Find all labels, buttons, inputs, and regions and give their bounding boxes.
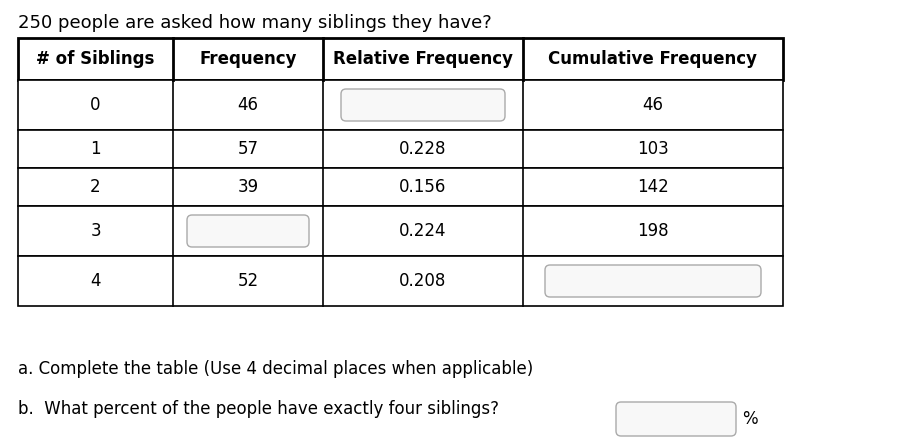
Text: Cumulative Frequency: Cumulative Frequency bbox=[548, 50, 757, 68]
FancyBboxPatch shape bbox=[187, 215, 309, 247]
Text: 2: 2 bbox=[91, 178, 101, 196]
Text: 142: 142 bbox=[637, 178, 669, 196]
Text: 198: 198 bbox=[637, 222, 669, 240]
Bar bbox=[18, 130, 783, 168]
Text: 46: 46 bbox=[237, 96, 258, 114]
Text: Frequency: Frequency bbox=[199, 50, 297, 68]
FancyBboxPatch shape bbox=[616, 402, 736, 436]
Text: 46: 46 bbox=[642, 96, 663, 114]
FancyBboxPatch shape bbox=[341, 89, 505, 121]
Text: 52: 52 bbox=[237, 272, 258, 290]
Text: 39: 39 bbox=[237, 178, 258, 196]
Bar bbox=[18, 206, 783, 256]
Text: %: % bbox=[742, 410, 757, 428]
Text: 0: 0 bbox=[91, 96, 101, 114]
Text: 57: 57 bbox=[237, 140, 258, 158]
FancyBboxPatch shape bbox=[545, 265, 761, 297]
Bar bbox=[18, 38, 783, 80]
Bar bbox=[18, 168, 783, 206]
Text: 0.208: 0.208 bbox=[400, 272, 447, 290]
Text: Relative Frequency: Relative Frequency bbox=[333, 50, 513, 68]
Text: 1: 1 bbox=[91, 140, 101, 158]
Text: 103: 103 bbox=[637, 140, 669, 158]
Text: 4: 4 bbox=[91, 272, 101, 290]
Bar bbox=[18, 80, 783, 130]
Text: 3: 3 bbox=[91, 222, 101, 240]
Text: 0.156: 0.156 bbox=[400, 178, 447, 196]
Text: 0.228: 0.228 bbox=[400, 140, 447, 158]
Text: 250 people are asked how many siblings they have?: 250 people are asked how many siblings t… bbox=[18, 14, 492, 32]
Text: b.  What percent of the people have exactly four siblings?: b. What percent of the people have exact… bbox=[18, 400, 499, 418]
Bar bbox=[18, 256, 783, 306]
Text: a. Complete the table (Use 4 decimal places when applicable): a. Complete the table (Use 4 decimal pla… bbox=[18, 360, 534, 378]
Text: 0.224: 0.224 bbox=[400, 222, 447, 240]
Text: # of Siblings: # of Siblings bbox=[36, 50, 155, 68]
